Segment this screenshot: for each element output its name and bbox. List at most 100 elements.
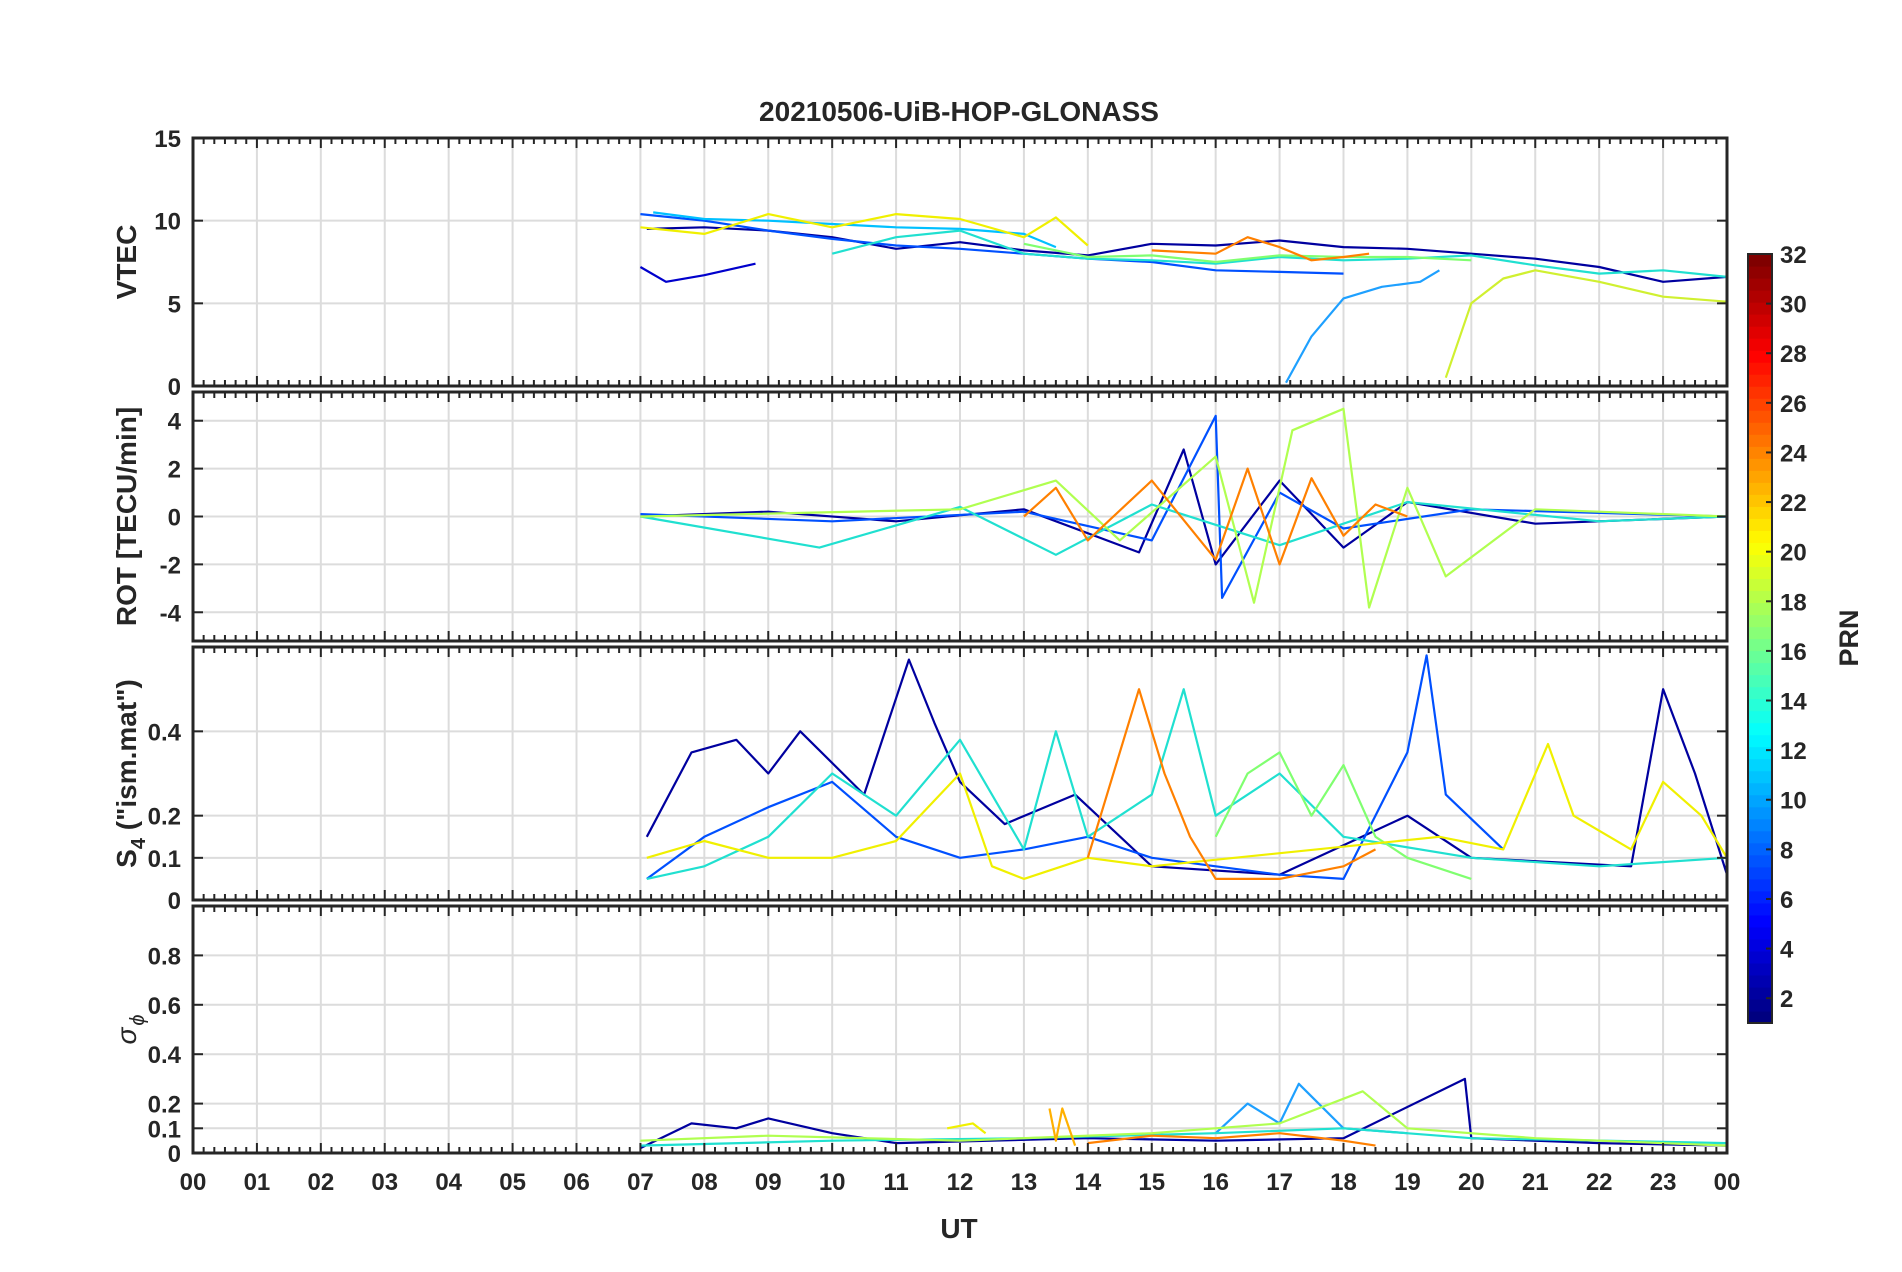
panel-rot: -4 -2 0 2 4 ROT [TECU/min] — [111, 390, 1729, 643]
x-tick-label: 05 — [499, 1169, 526, 1196]
colorbar-segment — [1748, 542, 1772, 555]
y-tick-label: 0 — [168, 888, 181, 915]
colorbar-tick-label: 22 — [1780, 490, 1807, 517]
x-tick-label: 03 — [371, 1169, 398, 1196]
colorbar-segment — [1748, 686, 1772, 700]
x-tick-label: 20 — [1458, 1169, 1485, 1196]
panel-sigma_phi: 00.10.2 0.4 0.6 0.8 σϕ 00 01 02 03 04 05 06 07 08 09 10… — [111, 904, 1741, 1196]
colorbar-segment — [1748, 854, 1772, 868]
y-label-part: ("ism.mat") — [111, 679, 142, 838]
y-label-subscript: 4 — [128, 837, 150, 849]
series-line-prn-3 — [639, 262, 756, 283]
colorbar-tick-label: 10 — [1780, 788, 1807, 815]
y-axis-label: VTEC — [111, 225, 142, 300]
colorbar-segment — [1748, 470, 1772, 483]
x-tick-label: 14 — [1074, 1169, 1101, 1196]
x-tick-label: 21 — [1522, 1169, 1549, 1196]
colorbar-segment — [1748, 998, 1772, 1012]
y-label-subscript: ϕ — [127, 1014, 149, 1025]
colorbar-segment — [1748, 830, 1772, 844]
colorbar-tick-label: 24 — [1780, 440, 1807, 467]
colorbar-segment — [1748, 698, 1772, 712]
series-line-prn-24 — [1151, 236, 1370, 262]
series-line-prn-14 — [640, 501, 1727, 556]
colorbar-segment — [1748, 770, 1772, 784]
series-group — [639, 211, 1727, 384]
x-tick-label: 17 — [1266, 1169, 1293, 1196]
panel-frame — [191, 645, 1729, 902]
colorbar-segment — [1748, 602, 1772, 616]
colorbar-segment — [1748, 398, 1772, 411]
colorbar-segment — [1748, 866, 1772, 880]
colorbar-tick-label: 4 — [1780, 937, 1794, 964]
y-label-part: σ — [111, 1027, 142, 1045]
colorbar-segment — [1748, 410, 1772, 423]
x-tick-label: 00 — [1714, 1169, 1741, 1196]
x-tick-label: 08 — [691, 1169, 718, 1196]
colorbar-segment — [1748, 350, 1772, 363]
colorbar-tick-label: 20 — [1780, 540, 1807, 567]
y-tick-label: 0.4 — [148, 719, 182, 746]
x-tick-label: 07 — [627, 1169, 654, 1196]
colorbar-segment — [1748, 662, 1772, 676]
colorbar-segment — [1748, 578, 1772, 592]
colorbar-segment — [1748, 302, 1772, 315]
chart-title: 20210506-UiB-HOP-GLONASS — [759, 96, 1159, 127]
colorbar-tick-label: 14 — [1780, 689, 1807, 716]
colorbar-segment — [1748, 314, 1772, 327]
series-line-prn-2 — [645, 658, 1727, 876]
y-tick-label: 0.1 — [148, 846, 181, 873]
colorbar-segment — [1748, 386, 1772, 399]
colorbar-segment — [1748, 266, 1772, 279]
colorbar-segment — [1748, 458, 1772, 471]
series-group — [639, 1077, 1727, 1150]
panel-frame — [191, 904, 1729, 1155]
colorbar-tick-label: 18 — [1780, 589, 1807, 616]
series-line-prn-20 — [646, 742, 1727, 881]
colorbar-segment — [1748, 878, 1772, 892]
y-tick-label: 0.2 — [148, 804, 181, 831]
series-line-prn-9 — [640, 213, 1344, 275]
y-tick-label: 0 — [168, 505, 181, 532]
y-axis-label: σϕ — [111, 1014, 149, 1044]
colorbar-segment — [1748, 446, 1772, 459]
y-tick-label: 0 — [168, 1141, 181, 1168]
x-axis-label: UT — [940, 1213, 977, 1244]
colorbar-segment — [1748, 482, 1772, 495]
series-line-prn-24 — [1023, 467, 1408, 566]
x-tick-label: 16 — [1202, 1169, 1229, 1196]
x-tick-label: 09 — [755, 1169, 782, 1196]
series-line-prn-14 — [640, 1127, 1727, 1147]
x-tick-label: 18 — [1330, 1169, 1357, 1196]
x-tick-label: 10 — [819, 1169, 846, 1196]
colorbar-segment — [1748, 362, 1772, 375]
panel-frame — [191, 390, 1729, 643]
series-line-prn-20 — [640, 213, 1089, 247]
series-line-prn-24 — [1087, 1132, 1376, 1147]
x-tick-label: 11 — [883, 1169, 908, 1196]
colorbar-segment — [1748, 926, 1772, 940]
colorbar-tick-label: 26 — [1780, 391, 1807, 418]
series-line-prn-24 — [1086, 688, 1377, 881]
colorbar-segment — [1748, 566, 1772, 580]
colorbar-tick-label: 32 — [1780, 242, 1807, 269]
colorbar-tick-label: 12 — [1780, 738, 1807, 765]
x-tick-label: 02 — [307, 1169, 334, 1196]
colorbar-segment — [1748, 938, 1772, 952]
y-axis-label: ROT [TECU/min] — [111, 407, 142, 626]
y-tick-label: 0.4 — [148, 1042, 182, 1069]
colorbar-segment — [1748, 734, 1772, 748]
colorbar-segment — [1748, 338, 1772, 351]
colorbar-tick-label: 16 — [1780, 639, 1807, 666]
x-tick-label: 01 — [244, 1169, 271, 1196]
series-line-prn-14 — [831, 229, 1727, 278]
colorbar-tick-label: 8 — [1780, 837, 1793, 864]
y-tick-label: 0.1 — [148, 1116, 181, 1143]
colorbar-segment — [1748, 506, 1772, 519]
colorbar-tick-label: 6 — [1780, 887, 1793, 914]
colorbar-frame — [1747, 253, 1773, 1024]
colorbar-segment — [1748, 962, 1772, 976]
series-line-prn-17 — [1214, 751, 1472, 880]
x-tick-label: 15 — [1138, 1169, 1165, 1196]
